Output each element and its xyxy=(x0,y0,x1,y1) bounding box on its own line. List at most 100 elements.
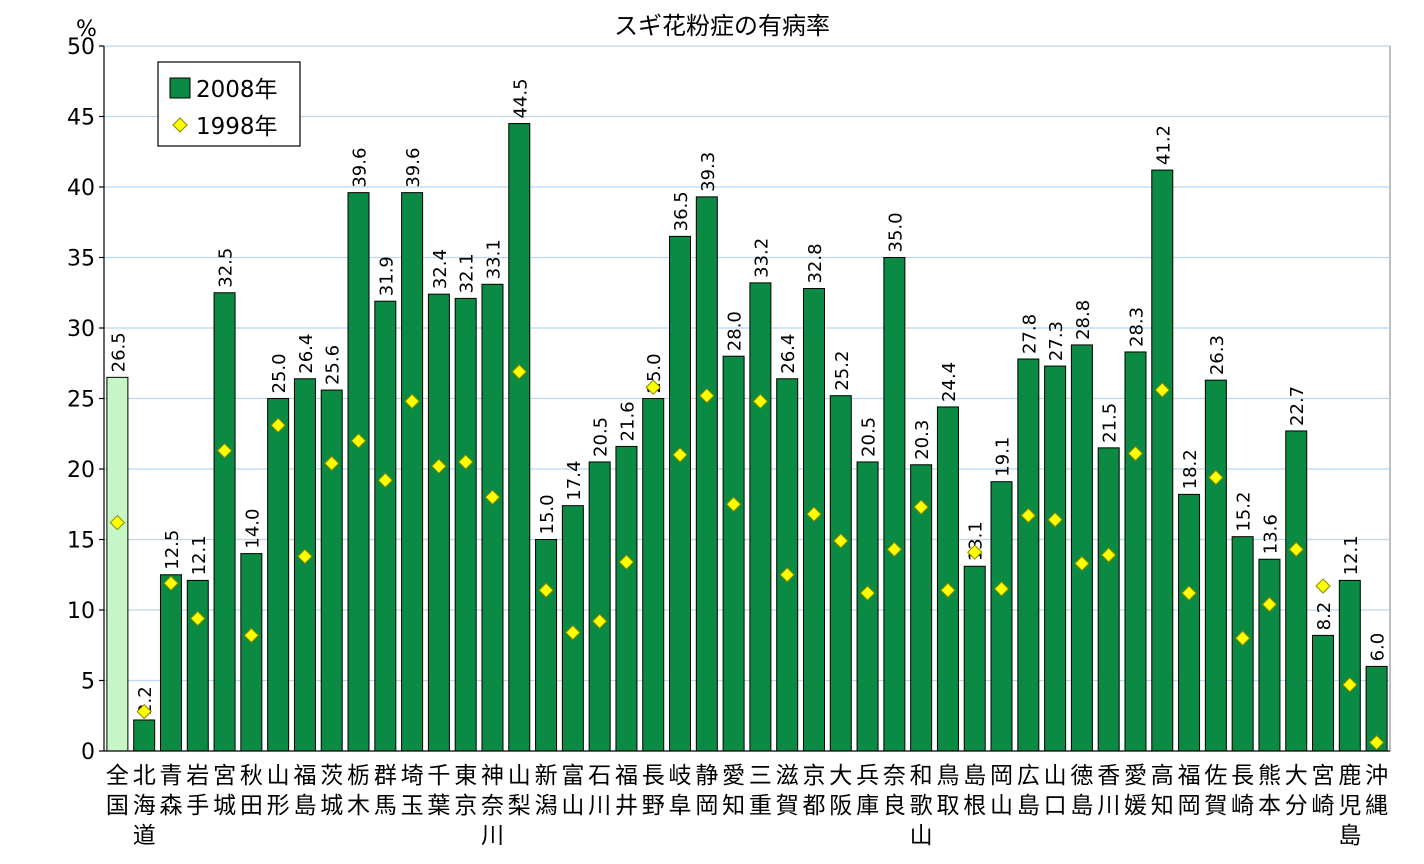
x-tick-label: 埼玉 xyxy=(401,763,424,819)
bar-value-label: 20.5 xyxy=(591,417,612,457)
marker xyxy=(1154,382,1170,398)
bar xyxy=(1070,344,1093,752)
bar xyxy=(508,123,531,752)
bar xyxy=(1151,169,1174,752)
x-tick-label: 高知 xyxy=(1151,763,1174,819)
marker xyxy=(511,364,527,380)
bar-value-label: 13.6 xyxy=(1260,514,1281,554)
bar-value-label: 15.0 xyxy=(537,494,558,534)
x-tick-label: 大分 xyxy=(1285,763,1308,819)
bars-2008 xyxy=(106,123,1388,752)
x-tick-label: 沖縄 xyxy=(1365,763,1388,819)
y-tick-label: 20 xyxy=(67,458,95,483)
legend-swatch-2008 xyxy=(169,77,191,99)
markers-1998 xyxy=(109,364,1385,751)
marker xyxy=(618,554,635,570)
x-tick-label: 香川 xyxy=(1097,763,1120,819)
y-tick-label: 0 xyxy=(81,740,95,765)
bar-value-label: 44.5 xyxy=(510,78,531,118)
marker xyxy=(913,499,929,515)
marker xyxy=(1368,734,1385,751)
marker xyxy=(136,703,152,720)
x-tick-label: 富山 xyxy=(561,763,584,819)
x-tick-label: 東京 xyxy=(454,763,477,819)
marker xyxy=(1181,585,1197,601)
bar xyxy=(1178,493,1201,752)
x-tick-label: 山口 xyxy=(1044,763,1067,819)
bar xyxy=(829,395,852,752)
bar xyxy=(615,445,638,752)
bar xyxy=(588,461,611,752)
bar-value-label: 39.3 xyxy=(698,152,719,192)
marker xyxy=(565,624,581,641)
x-tick-label: 鹿児島 xyxy=(1338,763,1361,849)
x-tick-label: 岐阜 xyxy=(669,763,692,819)
marker xyxy=(940,582,956,598)
x-tick-label: 長野 xyxy=(642,763,665,819)
x-tick-label: 長崎 xyxy=(1231,763,1254,819)
x-tick-label: 宮崎 xyxy=(1312,763,1335,819)
bar-value-label: 24.4 xyxy=(939,362,960,402)
x-tick-label: 秋田 xyxy=(240,763,263,819)
marker xyxy=(109,514,126,531)
x-tick-label: 福島 xyxy=(293,763,316,819)
x-tick-label: 大阪 xyxy=(829,763,852,819)
x-tick-label: 和歌山 xyxy=(910,763,933,849)
x-tick-label: 熊本 xyxy=(1258,763,1281,819)
y-tick-label: 50 xyxy=(67,35,95,60)
bar-value-label: 27.3 xyxy=(1046,321,1067,361)
gridlines xyxy=(104,45,1390,682)
bar xyxy=(347,192,370,752)
bar xyxy=(990,481,1013,752)
bar xyxy=(106,376,129,752)
bar xyxy=(374,300,397,752)
bar xyxy=(240,553,263,752)
marker xyxy=(967,544,983,560)
x-tick-label: 石川 xyxy=(588,763,611,819)
x-tick-label: 兵庫 xyxy=(856,763,879,819)
bar-value-label: 39.6 xyxy=(350,148,371,188)
marker xyxy=(672,447,688,463)
y-tick-label: 45 xyxy=(67,106,95,131)
marker xyxy=(324,455,340,472)
marker xyxy=(270,417,286,433)
bar-value-label: 6.0 xyxy=(1368,633,1389,662)
legend-marker-1998 xyxy=(172,117,188,133)
x-tick-label: 茨城 xyxy=(320,763,343,819)
bar-value-label: 28.0 xyxy=(725,311,746,351)
y-tick-label: 30 xyxy=(67,317,95,342)
marker xyxy=(725,496,742,512)
bar xyxy=(883,257,906,752)
y-tick-label: 35 xyxy=(67,247,95,272)
bar xyxy=(856,461,879,752)
bar xyxy=(1285,430,1308,752)
bar xyxy=(293,378,316,752)
bar xyxy=(1044,365,1067,752)
x-tick-label: 全国 xyxy=(106,763,129,819)
bar xyxy=(776,378,799,752)
bar xyxy=(749,282,772,752)
bar-value-label: 32.4 xyxy=(430,249,451,289)
bar xyxy=(936,406,959,752)
bar xyxy=(159,574,182,752)
bar-value-label: 35.0 xyxy=(885,212,906,252)
x-tick-label: 三重 xyxy=(749,763,772,819)
bar xyxy=(320,389,343,752)
bar xyxy=(401,192,424,752)
marker xyxy=(431,458,447,474)
bar-value-label: 21.6 xyxy=(617,401,638,441)
legend-label-1998: 1998年 xyxy=(196,114,278,140)
marker xyxy=(1127,445,1144,462)
x-tick-label: 新潟 xyxy=(535,763,558,819)
marker xyxy=(1261,596,1278,613)
x-tick-label: 愛媛 xyxy=(1124,763,1147,819)
marker xyxy=(350,433,367,449)
bar-value-label: 33.1 xyxy=(483,239,504,279)
bar-value-label: 32.1 xyxy=(457,253,478,293)
marker xyxy=(993,581,1010,597)
x-tick-label: 岡山 xyxy=(990,763,1013,819)
marker xyxy=(806,506,822,522)
marker xyxy=(243,627,260,644)
bar xyxy=(1204,379,1227,752)
bar-value-label: 18.2 xyxy=(1180,449,1201,489)
